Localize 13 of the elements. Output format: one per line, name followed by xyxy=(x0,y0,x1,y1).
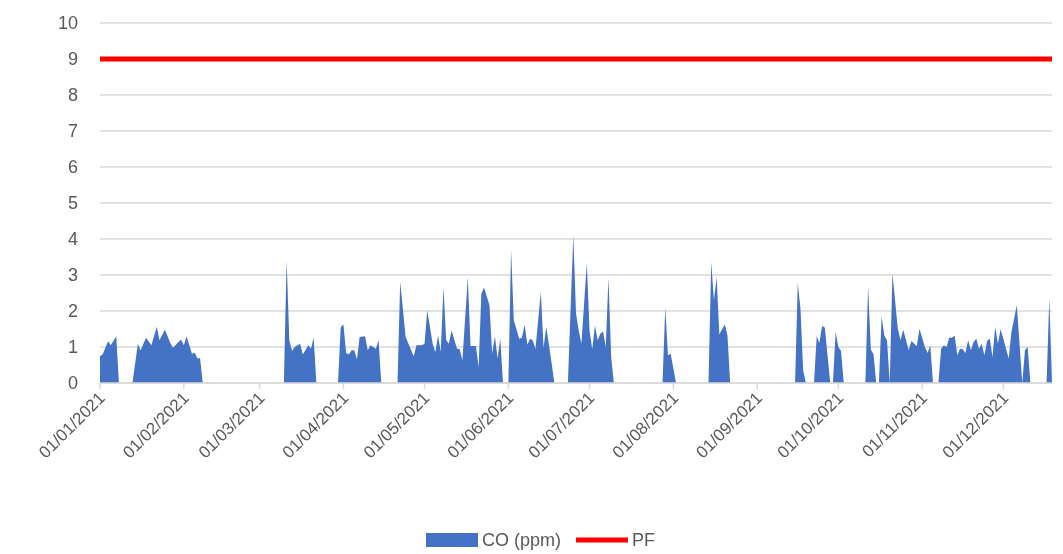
y-tick-label: 4 xyxy=(67,229,78,250)
y-tick-label: 6 xyxy=(67,157,78,178)
legend-label: PF xyxy=(632,530,656,551)
y-tick-label: 7 xyxy=(67,121,78,142)
y-tick-label: 0 xyxy=(67,373,78,394)
y-tick-label: 2 xyxy=(67,301,78,322)
y-tick-label: 5 xyxy=(67,193,78,214)
y-tick-label: 10 xyxy=(57,13,78,34)
y-tick-label: 1 xyxy=(67,337,78,358)
legend-label: CO (ppm) xyxy=(482,530,562,551)
y-tick-label: 8 xyxy=(67,85,78,106)
y-tick-label: 3 xyxy=(67,265,78,286)
y-tick-label: 9 xyxy=(67,49,78,70)
